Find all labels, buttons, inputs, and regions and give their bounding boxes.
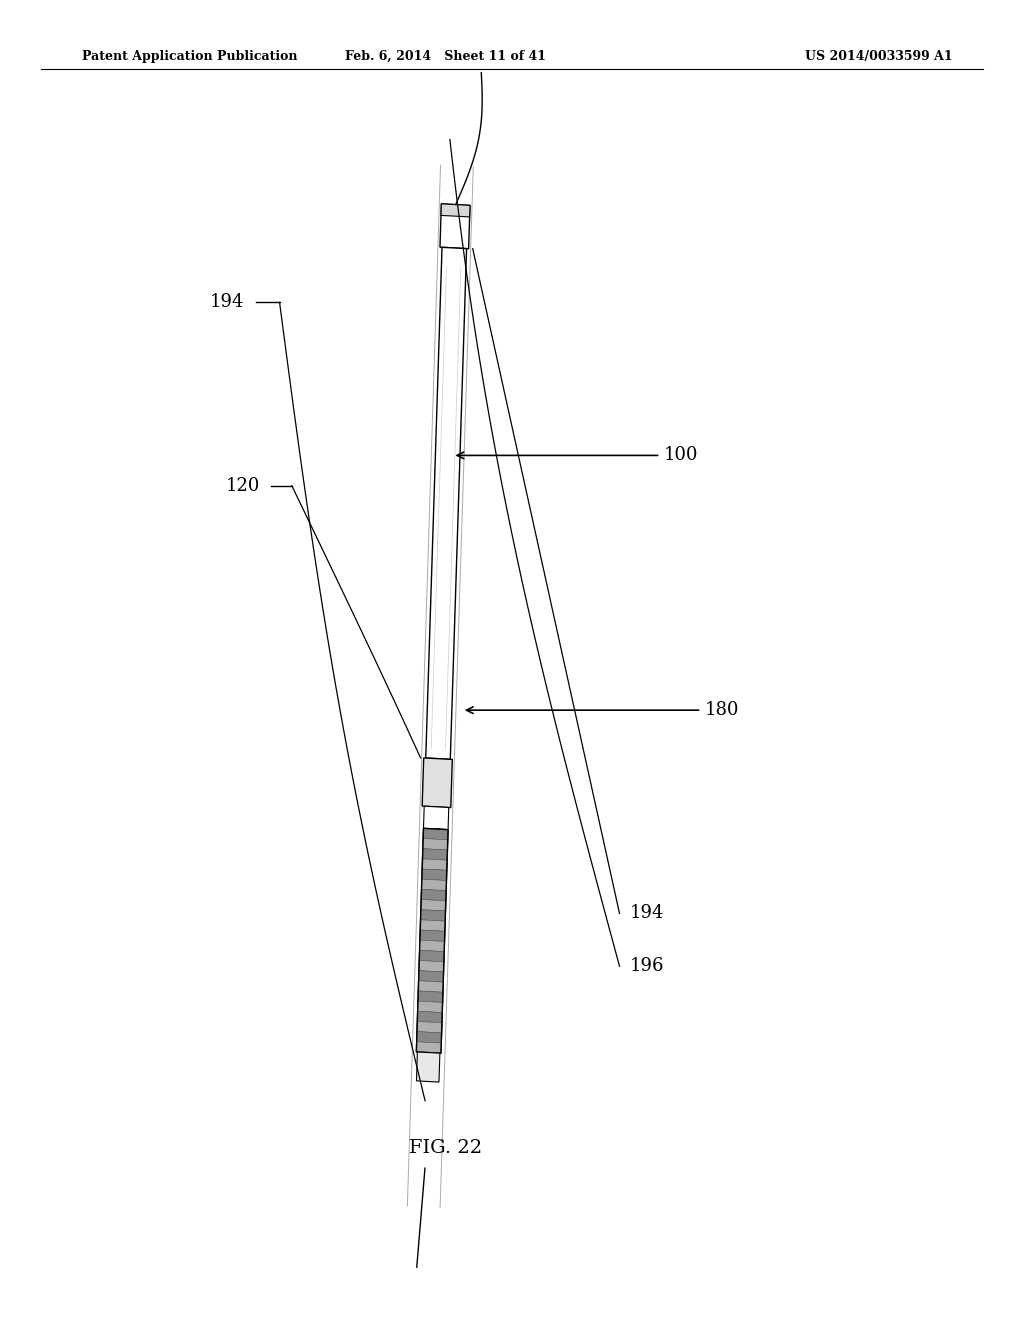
Text: 120: 120	[225, 477, 260, 495]
Polygon shape	[421, 909, 445, 921]
Polygon shape	[423, 849, 447, 861]
Polygon shape	[422, 859, 447, 870]
Text: Patent Application Publication: Patent Application Publication	[82, 50, 297, 63]
Polygon shape	[419, 961, 443, 972]
Text: 194: 194	[210, 293, 245, 312]
Polygon shape	[420, 931, 444, 941]
Polygon shape	[417, 1052, 440, 1082]
Polygon shape	[422, 869, 446, 880]
Polygon shape	[421, 890, 446, 900]
Polygon shape	[419, 981, 443, 993]
Text: 194: 194	[630, 904, 665, 923]
Text: Feb. 6, 2014   Sheet 11 of 41: Feb. 6, 2014 Sheet 11 of 41	[345, 50, 546, 63]
Polygon shape	[421, 899, 445, 911]
Polygon shape	[418, 991, 442, 1002]
Polygon shape	[426, 247, 467, 759]
Text: 196: 196	[630, 957, 665, 975]
Polygon shape	[423, 829, 449, 840]
Polygon shape	[420, 920, 445, 932]
Polygon shape	[417, 1022, 442, 1032]
Polygon shape	[417, 1041, 441, 1053]
Polygon shape	[419, 970, 443, 982]
Text: 100: 100	[664, 446, 698, 465]
Polygon shape	[418, 1001, 442, 1012]
Polygon shape	[418, 1011, 442, 1023]
Polygon shape	[441, 203, 470, 216]
Polygon shape	[422, 879, 446, 891]
Polygon shape	[417, 1032, 441, 1043]
Text: FIG. 22: FIG. 22	[409, 1139, 482, 1158]
Polygon shape	[420, 940, 444, 952]
Polygon shape	[424, 807, 449, 830]
Polygon shape	[423, 838, 447, 850]
Polygon shape	[440, 203, 470, 248]
Polygon shape	[419, 950, 444, 962]
Polygon shape	[417, 829, 449, 1053]
Polygon shape	[422, 758, 453, 808]
Text: 180: 180	[705, 701, 739, 719]
Text: US 2014/0033599 A1: US 2014/0033599 A1	[805, 50, 952, 63]
